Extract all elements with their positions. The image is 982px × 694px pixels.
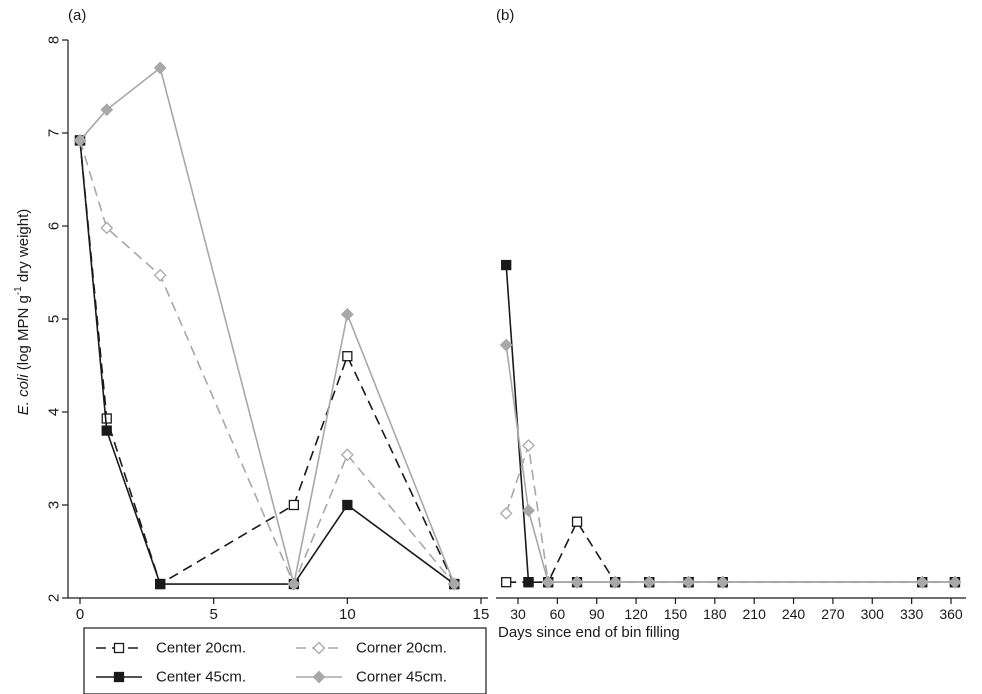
data-point-0-1 [101, 413, 112, 424]
x-axis-title-b: Days since end of bin filling [498, 624, 680, 641]
data-point-3-2 [541, 575, 555, 589]
panel-a-series [73, 61, 461, 591]
data-point-3-5 [447, 577, 461, 591]
data-point-3-0 [73, 134, 87, 147]
legend: Center 20cm. Corner 20cm. Center 45cm. Corn… [83, 627, 487, 694]
y-tick-label: 6 [46, 222, 63, 230]
y-tick-label: 4 [46, 408, 63, 416]
legend-label-2: Center 45cm. [156, 669, 246, 686]
panel-b-series [499, 259, 962, 589]
data-point-1-0 [501, 259, 512, 271]
panel-a-label: (a) [68, 7, 86, 24]
series-line-2 [505, 445, 955, 583]
data-point-3-0 [499, 338, 513, 352]
series-line-0 [506, 520, 955, 583]
y-axis-title: E. coli (log MPN g-1 dry weight) [13, 209, 32, 416]
data-point-3-1 [522, 504, 535, 517]
x-tick-label: 15 [473, 606, 490, 623]
y-tick-label: 2 [46, 594, 63, 602]
x-tick-label: 120 [624, 606, 648, 622]
y-tick-label: 3 [46, 501, 63, 509]
data-point-1-2 [155, 578, 166, 590]
data-point-2-4 [340, 448, 354, 462]
y-tick-label: 5 [46, 315, 63, 323]
series-line-1 [79, 140, 455, 585]
legend-label-3: Corner 45cm. [356, 669, 447, 686]
x-tick-label: 330 [900, 606, 924, 622]
x-tick-label: 270 [821, 606, 845, 622]
y-tick-label: 8 [46, 36, 63, 44]
y-axis-title-italic: E. coli [15, 374, 32, 416]
x-tick-label: 240 [782, 606, 806, 622]
x-tick-label: 60 [550, 606, 566, 622]
y-axis-title-sup: -1 [13, 286, 24, 295]
x-tick-label: 300 [861, 606, 885, 622]
series-line-3 [79, 66, 456, 585]
y-axis-title-end: dry weight) [15, 209, 32, 287]
panel-b-ticks: 30 60 90 120 150 180 210 240 270 300 330 360 [510, 598, 963, 622]
x-tick-label: 360 [939, 606, 963, 622]
legend-box [83, 627, 487, 694]
data-point-0-0 [501, 577, 512, 588]
data-point-3-9 [948, 575, 962, 589]
legend-label-0: Center 20cm. [156, 640, 246, 657]
y-tick-label: 7 [46, 129, 63, 137]
series-line-0 [79, 140, 455, 586]
series-line-2 [79, 140, 455, 587]
legend-marker-2 [113, 671, 125, 683]
y-axis-title-main: (log MPN g [15, 295, 32, 374]
legend-label-1: Corner 20cm. [356, 640, 447, 657]
panel-b-label: (b) [496, 7, 514, 24]
legend-marker-3 [312, 670, 326, 684]
data-point-2-1 [522, 439, 535, 452]
legend-marker-1 [312, 641, 326, 655]
x-tick-label: 90 [589, 606, 605, 622]
x-tick-label: 150 [664, 606, 688, 622]
data-point-2-1 [100, 221, 114, 235]
data-point-3-7 [716, 575, 730, 589]
data-point-3-2 [153, 61, 167, 75]
data-point-0-3 [571, 516, 583, 527]
panel-a-ticks: 2 3 4 5 6 7 8 0 5 10 15 [46, 36, 490, 623]
legend-marker-0 [113, 642, 125, 654]
x-tick-label: 180 [703, 606, 727, 622]
data-point-0-3 [288, 499, 300, 511]
x-tick-label: 210 [743, 606, 767, 622]
data-point-2-2 [153, 268, 167, 282]
data-point-1-1 [523, 577, 534, 588]
series-line-1 [505, 265, 955, 583]
x-tick-label: 0 [76, 606, 84, 623]
data-point-3-3 [570, 575, 584, 589]
data-point-3-4 [608, 575, 622, 589]
data-point-3-6 [682, 575, 695, 589]
series-line-3 [505, 344, 955, 583]
x-tick-label: 10 [339, 606, 356, 623]
x-tick-label: 5 [209, 606, 217, 623]
data-point-0-4 [342, 351, 353, 362]
data-point-2-0 [499, 506, 513, 520]
data-point-3-3 [287, 577, 301, 591]
data-point-3-1 [100, 103, 114, 117]
data-point-3-8 [915, 575, 929, 589]
x-tick-label: 30 [510, 606, 526, 622]
data-point-3-5 [642, 575, 656, 589]
data-point-3-4 [340, 307, 354, 321]
data-point-1-1 [101, 425, 112, 436]
data-point-1-4 [342, 499, 353, 511]
